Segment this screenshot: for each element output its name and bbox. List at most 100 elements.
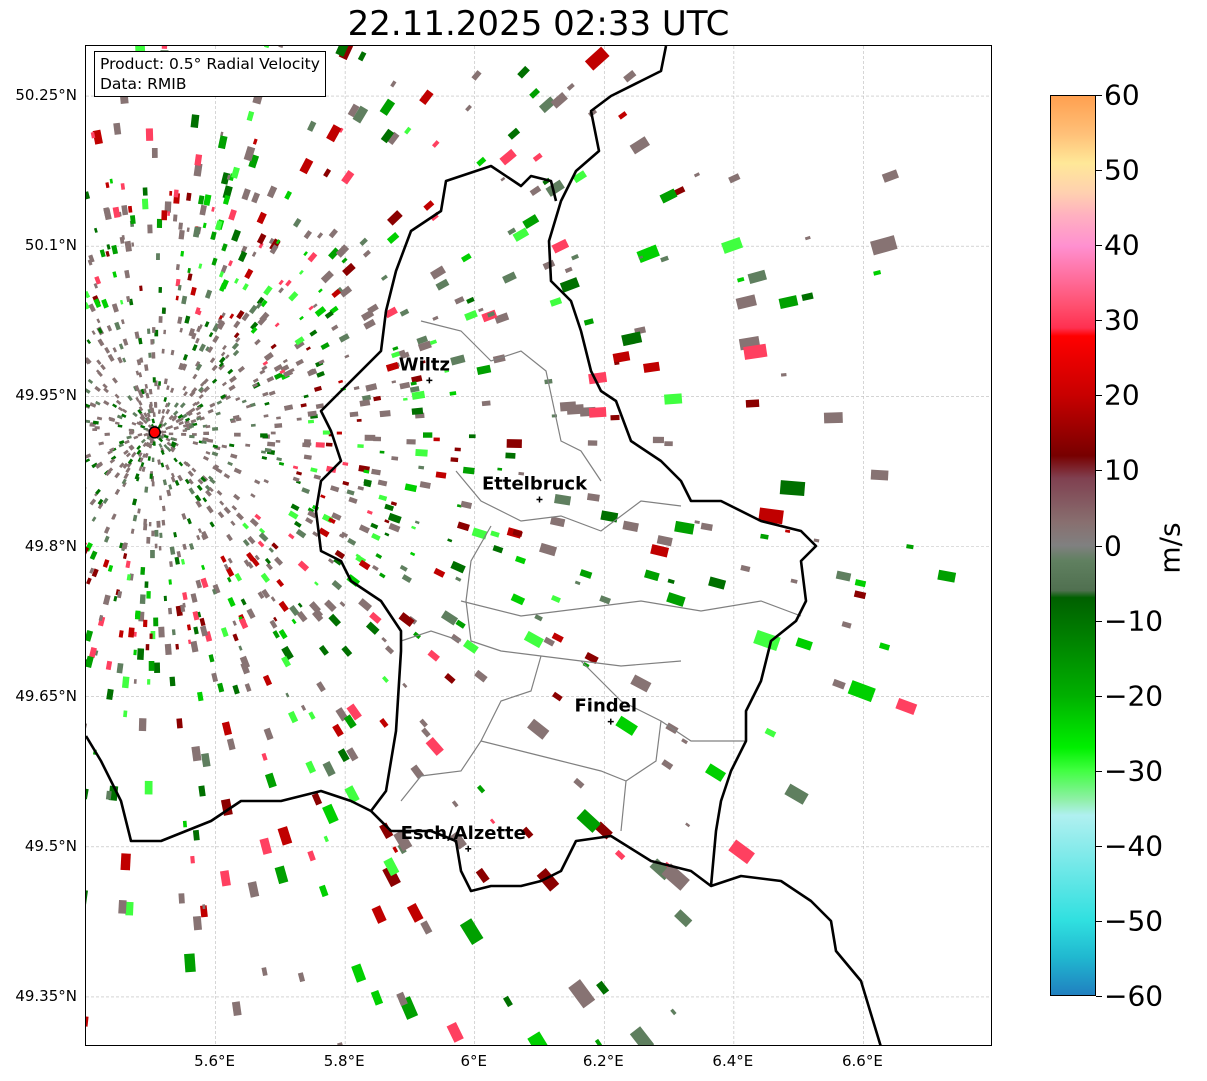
- velocity-bin: [192, 441, 199, 446]
- velocity-bin: [86, 419, 91, 424]
- velocity-bin: [847, 680, 876, 703]
- velocity-bin: [249, 402, 256, 408]
- velocity-bin: [270, 431, 276, 435]
- velocity-bin: [549, 297, 563, 307]
- velocity-bin: [230, 520, 236, 527]
- velocity-bin: [305, 346, 311, 351]
- velocity-bin: [694, 520, 700, 524]
- velocity-bin: [369, 611, 382, 624]
- velocity-bin: [198, 324, 203, 330]
- velocity-bin: [148, 352, 152, 358]
- velocity-bin: [86, 453, 92, 459]
- velocity-bin: [276, 578, 285, 588]
- velocity-bin: [219, 500, 225, 506]
- velocity-bin: [126, 435, 132, 440]
- radar-site-marker[interactable]: [148, 426, 161, 439]
- velocity-bin: [293, 520, 302, 528]
- velocity-bin: [178, 229, 185, 240]
- velocity-bin: [138, 406, 144, 412]
- colorbar-tick-label: −50: [1104, 904, 1164, 938]
- velocity-bin: [503, 995, 513, 1008]
- velocity-bin: [109, 178, 114, 184]
- velocity-bin: [149, 473, 153, 479]
- velocity-bin: [137, 433, 143, 437]
- velocity-bin: [331, 324, 339, 331]
- velocity-bin: [89, 498, 97, 506]
- velocity-bin: [274, 322, 280, 328]
- velocity-bin: [123, 710, 128, 718]
- velocity-bin: [151, 481, 155, 487]
- velocity-bin: [338, 127, 344, 133]
- velocity-bin: [165, 408, 171, 415]
- velocity-bin: [344, 785, 360, 804]
- velocity-bin: [165, 437, 171, 442]
- velocity-bin: [316, 370, 325, 378]
- velocity-bin: [308, 305, 314, 311]
- velocity-bin: [685, 822, 691, 828]
- velocity-bin: [268, 237, 275, 245]
- velocity-bin: [659, 188, 678, 204]
- velocity-bin: [211, 451, 219, 457]
- velocity-bin: [190, 114, 200, 128]
- velocity-bin: [243, 559, 251, 567]
- velocity-bin: [114, 488, 121, 496]
- colorbar-tick: [1096, 395, 1102, 397]
- velocity-bin: [584, 46, 610, 71]
- velocity-bin: [147, 442, 151, 448]
- velocity-bin: [693, 172, 701, 178]
- colorbar-tick-label: −30: [1104, 754, 1164, 788]
- velocity-bin: [227, 461, 233, 466]
- velocity-bin: [217, 682, 225, 693]
- velocity-bin: [233, 467, 242, 475]
- velocity-bin: [121, 204, 129, 216]
- velocity-bin: [182, 429, 188, 433]
- velocity-bin: [145, 441, 150, 447]
- lat-tick-label: 49.5°N: [24, 836, 77, 855]
- velocity-bin: [128, 428, 134, 432]
- velocity-bin: [318, 527, 330, 538]
- velocity-bin: [135, 370, 140, 376]
- velocity-bin: [110, 455, 117, 461]
- velocity-bin: [122, 462, 129, 469]
- velocity-bin: [147, 679, 151, 685]
- velocity-bin: [220, 131, 224, 137]
- velocity-bin: [309, 329, 318, 337]
- velocity-bin: [878, 642, 891, 651]
- velocity-bin: [543, 636, 555, 647]
- velocity-bin: [411, 407, 424, 415]
- velocity-bin: [86, 302, 90, 310]
- velocity-bin: [118, 630, 124, 638]
- velocity-bin: [419, 718, 428, 728]
- velocity-bin: [881, 169, 899, 183]
- velocity-bin: [152, 412, 156, 418]
- velocity-bin: [222, 185, 233, 200]
- velocity-bin: [466, 296, 475, 304]
- velocity-bin: [94, 275, 102, 285]
- velocity-bin: [126, 574, 132, 581]
- radar-map[interactable]: Wiltz Ettelbruck Findel Esch/Alzette: [85, 45, 992, 1046]
- velocity-bin: [113, 595, 118, 602]
- velocity-bin: [363, 318, 376, 330]
- velocity-bin: [337, 1042, 345, 1045]
- colorbar-tick-label: 50: [1104, 153, 1140, 187]
- velocity-bin: [180, 250, 185, 257]
- velocity-bin: [554, 494, 572, 506]
- velocity-bin: [148, 660, 155, 671]
- velocity-bin: [341, 645, 353, 657]
- velocity-bin: [86, 723, 88, 729]
- velocity-bin: [192, 610, 200, 621]
- velocity-bin: [576, 809, 601, 833]
- velocity-bin: [278, 46, 285, 48]
- velocity-bin: [133, 679, 137, 684]
- info-box: Product: 0.5° Radial Velocity Data: RMIB: [94, 51, 326, 97]
- velocity-bin: [166, 385, 170, 391]
- velocity-bin: [200, 577, 209, 589]
- velocity-bin: [138, 466, 143, 472]
- velocity-bin: [232, 414, 240, 420]
- velocity-bin: [192, 226, 201, 238]
- velocity-bin: [566, 83, 575, 91]
- velocity-bin: [190, 855, 195, 864]
- velocity-bin: [139, 357, 144, 363]
- velocity-bin: [301, 487, 310, 495]
- velocity-bin: [167, 211, 171, 216]
